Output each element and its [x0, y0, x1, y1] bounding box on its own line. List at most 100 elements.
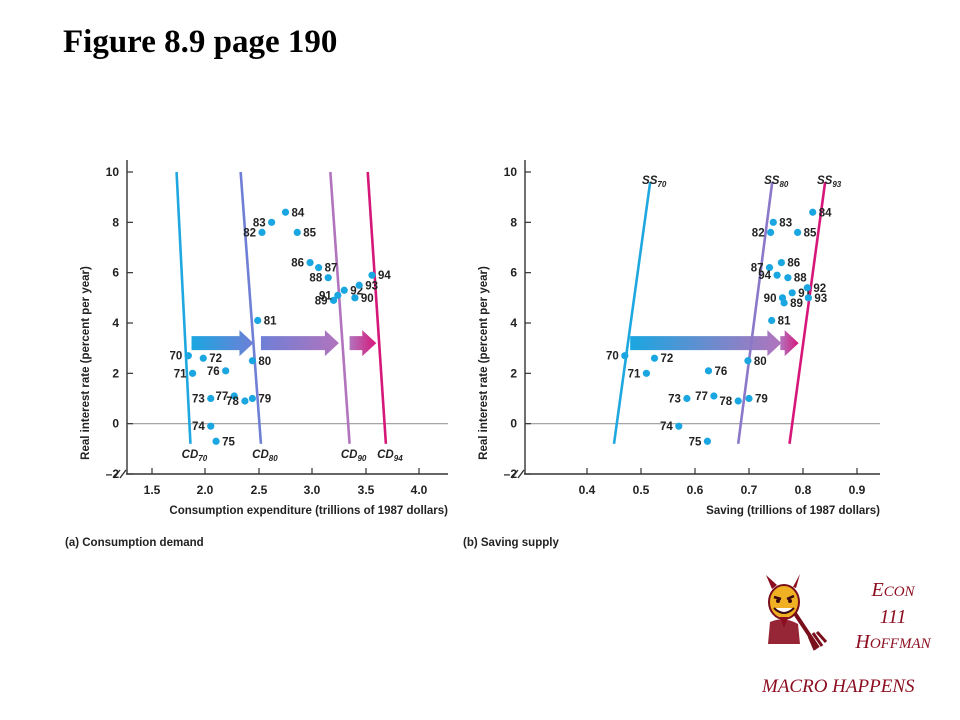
data-point-78	[241, 397, 249, 405]
data-point-80	[744, 357, 752, 365]
data-point-label-82: 82	[752, 227, 765, 239]
data-point-81	[254, 316, 262, 325]
curve-line-ss93	[788, 181, 827, 444]
data-point-72	[650, 354, 659, 362]
data-point-label-86: 86	[787, 258, 800, 270]
data-point-label-81: 81	[264, 315, 277, 327]
x-tick-label: 2.0	[197, 483, 214, 497]
data-point-84	[809, 208, 817, 216]
data-point-label-78: 78	[719, 396, 732, 408]
x-tick-label: 4.0	[411, 483, 428, 497]
data-point-label-94: 94	[758, 270, 771, 282]
data-point-label-78: 78	[226, 396, 239, 408]
y-tick-label: 10	[504, 165, 518, 179]
y-axis-title: Real interest rate (percent per year)	[80, 266, 92, 460]
course-branding: ECON 111 HOFFMAN	[838, 578, 948, 657]
data-point-70	[621, 352, 629, 360]
curve-label: SS70	[642, 175, 667, 189]
chart-consumption-demand: –2 0 2 4 6 8 10 1.5 2.0 2.5 3.0 3.5 4.0 Consumption e…	[65, 160, 448, 549]
slide-title: Figure 8.9 page 190	[63, 24, 338, 60]
data-point-label-75: 75	[222, 436, 235, 448]
data-point-label-87: 87	[751, 263, 764, 275]
data-point-label-74: 74	[660, 421, 673, 433]
y-tick-label: 2	[510, 366, 517, 380]
data-point-label-86: 86	[291, 258, 304, 270]
sun-devil-mascot-icon	[766, 574, 828, 651]
data-point-70	[184, 352, 192, 360]
data-point-label-73: 73	[668, 394, 681, 406]
data-point-label-89: 89	[790, 298, 803, 310]
data-point-90	[351, 294, 359, 302]
instructor-name: HOFFMAN	[855, 631, 931, 653]
data-point-label-80: 80	[258, 356, 271, 368]
data-point-label-91: 91	[319, 290, 332, 302]
data-point-label-73: 73	[192, 394, 205, 406]
data-point-90	[778, 294, 787, 302]
data-point-73	[683, 394, 691, 403]
data-point-label-85: 85	[303, 227, 316, 239]
y-tick-label: 0	[510, 417, 517, 431]
data-point-label-77: 77	[215, 391, 228, 403]
curve-line-ss70	[612, 181, 652, 444]
data-point-85	[794, 228, 802, 236]
chart-caption: (a) Consumption demand	[65, 537, 204, 549]
data-point-label-71: 71	[628, 368, 641, 380]
y-tick-label: –2	[504, 467, 518, 481]
data-point-label-84: 84	[292, 207, 305, 219]
data-point-label-83: 83	[779, 217, 792, 229]
data-point-86	[777, 259, 786, 267]
data-point-label-93: 93	[814, 293, 827, 305]
data-point-73	[207, 394, 215, 403]
curve-label: SS80	[764, 175, 789, 189]
x-axis-title: Saving (trillions of 1987 dollars)	[706, 505, 880, 517]
data-point-label-70: 70	[606, 351, 619, 363]
data-point-label-79: 79	[755, 394, 768, 406]
data-point-label-76: 76	[715, 366, 728, 378]
x-tick-label: 0.6	[687, 483, 704, 497]
data-point-label-70: 70	[170, 351, 183, 363]
data-point-94	[368, 271, 376, 279]
data-point-label-88: 88	[794, 273, 807, 285]
x-tick-label: 0.5	[633, 483, 650, 497]
data-point-label-84: 84	[819, 207, 832, 219]
shift-arrow	[349, 330, 377, 357]
data-point-label-83: 83	[253, 217, 266, 229]
x-tick-label: 3.5	[358, 483, 375, 497]
curve-line-cd94	[366, 171, 388, 444]
data-point-label-72: 72	[661, 353, 674, 365]
y-tick-label: 4	[510, 316, 517, 330]
x-tick-label: 2.5	[251, 483, 268, 497]
data-point-94	[773, 271, 781, 279]
data-point-label-72: 72	[209, 353, 222, 365]
data-point-91	[788, 289, 796, 297]
data-point-88	[784, 274, 792, 282]
data-point-76	[704, 367, 713, 375]
data-point-label-81: 81	[778, 315, 791, 327]
x-tick-label: 3.0	[304, 483, 321, 497]
data-point-79	[248, 394, 256, 403]
data-point-72	[199, 354, 207, 362]
data-point-79	[745, 394, 753, 403]
data-point-77	[710, 392, 718, 400]
data-point-85	[293, 228, 301, 236]
curve-label: SS93	[817, 175, 842, 189]
shift-arrow	[630, 330, 782, 357]
data-point-74	[675, 422, 683, 430]
data-point-label-79: 79	[258, 394, 271, 406]
x-tick-label: 0.9	[849, 483, 866, 497]
data-point-86	[306, 259, 314, 267]
data-point-87	[765, 264, 774, 272]
data-point-75	[703, 437, 712, 445]
data-point-77	[230, 392, 238, 400]
y-tick-label: 6	[510, 266, 517, 280]
data-point-label-80: 80	[754, 356, 767, 368]
data-point-label-76: 76	[207, 366, 220, 378]
data-point-label-85: 85	[804, 227, 817, 239]
data-point-81	[768, 316, 776, 325]
data-point-label-88: 88	[309, 273, 322, 285]
data-point-82	[767, 228, 775, 236]
data-point-88	[324, 274, 332, 282]
data-point-93	[355, 281, 363, 289]
curve-line-ss80	[736, 181, 774, 444]
